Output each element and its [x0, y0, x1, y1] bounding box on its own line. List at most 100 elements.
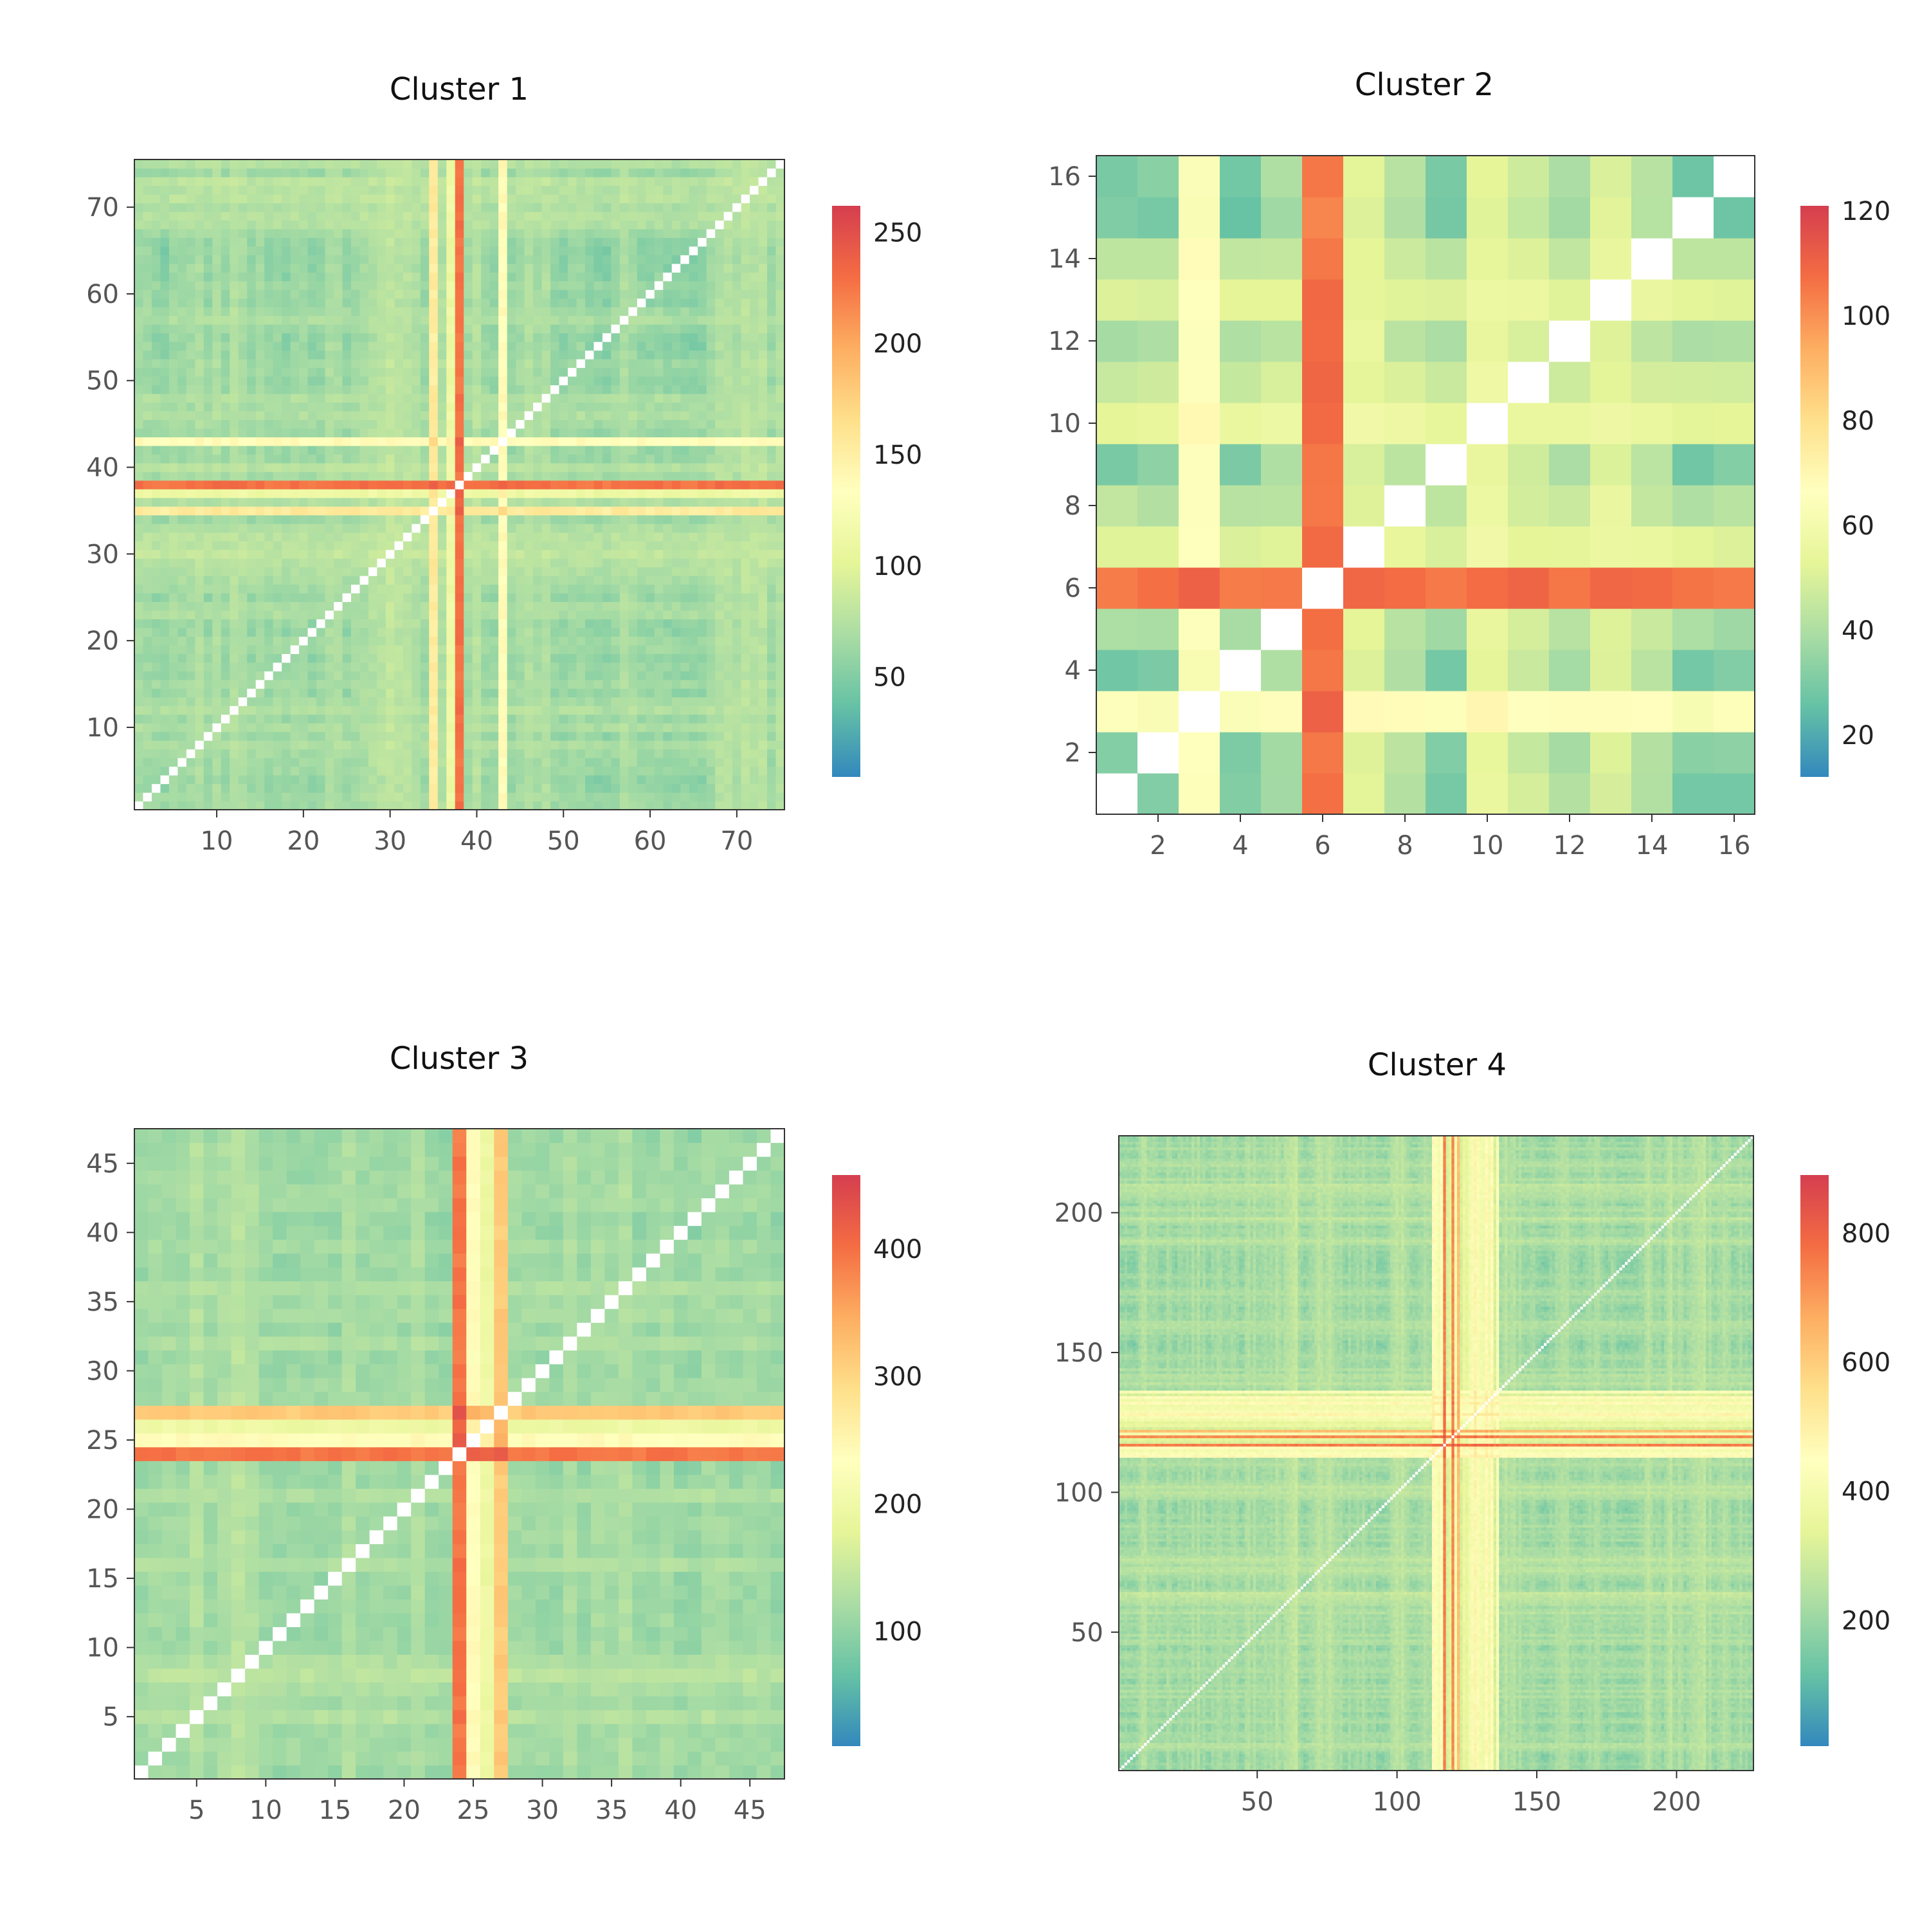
heatmap-cell [160, 550, 169, 559]
heatmap-cell [195, 498, 204, 507]
heatmap-cell [195, 342, 204, 351]
heatmap-cell [282, 394, 291, 403]
heatmap-cell [134, 498, 143, 507]
heatmap-cell [195, 446, 204, 455]
heatmap-cell [212, 428, 221, 437]
heatmap-cell [264, 723, 273, 732]
heatmap-cell [221, 185, 230, 194]
heatmap-cell [152, 229, 161, 238]
heatmap-cell [169, 351, 178, 360]
heatmap-cell [134, 168, 143, 177]
heatmap-cell [143, 255, 152, 264]
heatmap-cell [291, 706, 300, 715]
heatmap-cell [195, 671, 204, 680]
heatmap-cell [299, 628, 308, 637]
heatmap-cell [134, 671, 143, 680]
heatmap-cell [152, 203, 161, 212]
heatmap-cell [169, 212, 178, 221]
heatmap-cell [273, 758, 282, 767]
heatmap-cell [273, 333, 282, 342]
heatmap-cell [212, 246, 221, 255]
heatmap-cell [212, 385, 221, 394]
heatmap-cell [212, 168, 221, 177]
heatmap-cell [143, 194, 152, 203]
heatmap-cell [204, 489, 213, 498]
heatmap-cell [282, 550, 291, 559]
heatmap-cell [247, 585, 256, 594]
heatmap-cell [134, 194, 143, 203]
heatmap-cell [264, 533, 273, 542]
heatmap-cell [134, 593, 143, 602]
heatmap-cell [186, 229, 195, 238]
heatmap-cell [169, 471, 178, 480]
heatmap-cell [230, 653, 239, 662]
heatmap-cell [273, 264, 282, 273]
heatmap-cell [273, 550, 282, 559]
heatmap-cell [247, 246, 256, 255]
heatmap-cell [134, 585, 143, 594]
heatmap-cell [282, 697, 291, 706]
heatmap-cell [230, 480, 239, 489]
heatmap-cell [221, 653, 230, 662]
heatmap-cell [273, 576, 282, 585]
heatmap-cell [152, 749, 161, 758]
heatmap-cell [143, 558, 152, 567]
heatmap-cell [212, 567, 221, 576]
heatmap-cell [177, 533, 186, 542]
heatmap-cell [195, 394, 204, 403]
heatmap-cell [212, 732, 221, 741]
heatmap-cell [186, 316, 195, 325]
heatmap-cell [273, 289, 282, 298]
heatmap-cell [256, 316, 265, 325]
heatmap-cell [291, 601, 300, 610]
heatmap-cell [152, 653, 161, 662]
heatmap-cell [160, 576, 169, 585]
heatmap-cell [221, 515, 230, 524]
heatmap-cell [204, 715, 213, 724]
heatmap-cell [299, 801, 308, 810]
heatmap-cell [264, 359, 273, 368]
heatmap-cell [186, 784, 195, 793]
heatmap-cell [143, 636, 152, 645]
heatmap-cell [169, 342, 178, 351]
heatmap-cell [247, 558, 256, 567]
heatmap-cell [186, 368, 195, 377]
heatmap-cell [239, 576, 248, 585]
heatmap-cell [195, 567, 204, 576]
heatmap-cell [230, 550, 239, 559]
heatmap-cell [134, 550, 143, 559]
heatmap-cell [134, 177, 143, 186]
heatmap-cell [264, 324, 273, 333]
heatmap-cell [143, 567, 152, 576]
heatmap-cell [152, 324, 161, 333]
heatmap-cell [273, 662, 282, 671]
heatmap-cell [212, 272, 221, 281]
heatmap-cell [177, 628, 186, 637]
heatmap-cell [195, 688, 204, 697]
heatmap-cell [221, 541, 230, 550]
heatmap-cell [264, 185, 273, 194]
heatmap-cell [204, 801, 213, 810]
heatmap-cell [195, 185, 204, 194]
heatmap-cell [247, 168, 256, 177]
heatmap-cell [143, 775, 152, 784]
heatmap-cell [204, 419, 213, 428]
heatmap-cell [186, 593, 195, 602]
heatmap-cell [230, 688, 239, 697]
heatmap-cell [230, 411, 239, 420]
panel-title: Cluster 1 [390, 71, 529, 107]
heatmap-cell [273, 593, 282, 602]
heatmap-cell [143, 272, 152, 281]
heatmap-cell [134, 489, 143, 498]
heatmap-cell [291, 419, 300, 428]
heatmap-cell [195, 767, 204, 776]
heatmap-cell [143, 394, 152, 403]
heatmap-cell [230, 428, 239, 437]
heatmap-cell [247, 359, 256, 368]
heatmap-cell [212, 706, 221, 715]
heatmap-cell [160, 775, 169, 784]
heatmap-cell [186, 767, 195, 776]
heatmap-cell [134, 471, 143, 480]
heatmap-cell [160, 758, 169, 767]
heatmap-cell [212, 585, 221, 594]
